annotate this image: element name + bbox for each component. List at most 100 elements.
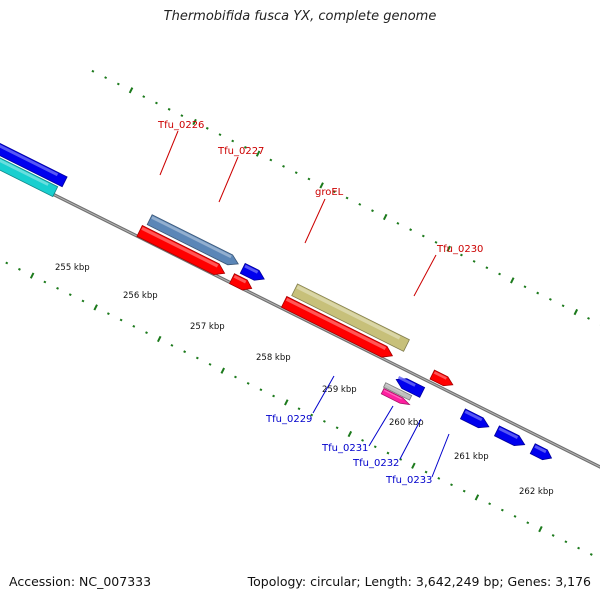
ruler-label: 259 kbp bbox=[322, 385, 357, 395]
minor-tick bbox=[119, 318, 123, 322]
minor-tick bbox=[548, 298, 552, 301]
ruler-label: 261 kbp bbox=[454, 452, 489, 462]
major-tick bbox=[220, 367, 225, 374]
gene-label-groel[interactable]: groEL bbox=[304, 187, 344, 244]
major-tick bbox=[29, 272, 35, 279]
minor-tick bbox=[460, 253, 463, 257]
feature-blue-0233[interactable] bbox=[529, 443, 553, 461]
gene-label-tfu-0231[interactable]: Tfu_0231 bbox=[321, 405, 394, 454]
minor-tick bbox=[68, 293, 72, 297]
minor-tick bbox=[577, 546, 581, 550]
svg-text:Tfu_0226: Tfu_0226 bbox=[157, 120, 204, 131]
minor-tick bbox=[358, 202, 362, 206]
feature-grey-0229[interactable] bbox=[382, 382, 413, 401]
gene-label-tfu-0229[interactable]: Tfu_0229 bbox=[265, 375, 335, 425]
feature-cyan-left[interactable] bbox=[0, 147, 59, 198]
gene-label-tfu-0233[interactable]: Tfu_0233 bbox=[385, 433, 450, 486]
feature-blue-0231[interactable] bbox=[459, 408, 490, 429]
gene-label-tfu-0227[interactable]: Tfu_0227 bbox=[217, 146, 264, 203]
svg-text:groEL: groEL bbox=[315, 187, 344, 198]
minor-tick bbox=[145, 331, 148, 335]
gene-label-tfu-0230[interactable]: Tfu_0230 bbox=[413, 244, 483, 297]
major-tick bbox=[573, 308, 579, 316]
minor-tick bbox=[434, 240, 438, 244]
minor-tick bbox=[297, 407, 301, 411]
minor-tick bbox=[91, 69, 95, 73]
ruler-label: 258 kbp bbox=[256, 353, 291, 363]
svg-text:Tfu_0231: Tfu_0231 bbox=[321, 443, 368, 454]
minor-tick bbox=[5, 261, 9, 265]
minor-tick bbox=[536, 291, 540, 295]
minor-tick bbox=[488, 502, 492, 506]
feature-blue-0229[interactable] bbox=[395, 375, 426, 398]
gene-label-tfu-0232[interactable]: Tfu_0232 bbox=[352, 418, 422, 469]
accession-text: Accession: NC_007333 bbox=[9, 574, 152, 589]
ruler-label: 260 kbp bbox=[389, 418, 424, 428]
minor-tick bbox=[450, 483, 453, 487]
backbone-line bbox=[0, 167, 600, 468]
major-tick bbox=[156, 335, 162, 343]
minor-tick bbox=[56, 286, 59, 290]
svg-text:Tfu_0229: Tfu_0229 bbox=[265, 414, 312, 425]
minor-tick bbox=[421, 234, 425, 238]
major-tick bbox=[284, 399, 289, 406]
minor-tick bbox=[81, 299, 85, 303]
major-tick bbox=[255, 150, 261, 157]
minor-tick bbox=[564, 540, 568, 544]
minor-tick bbox=[104, 76, 108, 80]
minor-tick bbox=[409, 228, 413, 232]
ruler-label: 256 kbp bbox=[123, 291, 158, 301]
major-tick bbox=[446, 245, 451, 252]
minor-tick bbox=[18, 267, 21, 271]
minor-tick bbox=[259, 388, 263, 392]
minor-tick bbox=[345, 196, 349, 200]
minor-tick bbox=[167, 107, 171, 111]
major-tick bbox=[93, 304, 98, 311]
minor-tick bbox=[294, 171, 298, 175]
backbone bbox=[0, 165, 600, 469]
major-tick bbox=[411, 462, 416, 469]
minor-tick bbox=[335, 426, 339, 430]
genome-stats-text: Topology: circular; Length: 3,642,249 bp… bbox=[247, 574, 591, 589]
minor-tick bbox=[234, 375, 237, 379]
feature-red-groel[interactable] bbox=[280, 295, 394, 358]
minor-tick bbox=[231, 139, 235, 143]
ruler-label: 262 kbp bbox=[519, 487, 554, 497]
minor-tick bbox=[587, 317, 590, 320]
minor-tick bbox=[373, 445, 377, 449]
feature-blue-0227[interactable] bbox=[239, 262, 265, 281]
minor-tick bbox=[218, 133, 222, 137]
minor-tick bbox=[424, 470, 428, 474]
minor-tick bbox=[371, 209, 374, 213]
feature-steelblue-0226[interactable] bbox=[146, 214, 239, 266]
minor-tick bbox=[43, 280, 47, 284]
feature-red-0230[interactable] bbox=[429, 369, 454, 387]
major-tick bbox=[382, 213, 388, 221]
minor-tick bbox=[116, 82, 120, 86]
minor-tick bbox=[332, 190, 336, 194]
svg-text:Tfu_0230: Tfu_0230 bbox=[436, 244, 483, 255]
minor-tick bbox=[205, 126, 209, 130]
minor-tick bbox=[500, 508, 504, 512]
minor-tick bbox=[195, 356, 199, 360]
minor-tick bbox=[498, 272, 501, 276]
ruler-label: 257 kbp bbox=[190, 322, 225, 332]
feature-pink-0229[interactable] bbox=[380, 387, 411, 406]
feature-blue-0232[interactable] bbox=[493, 425, 526, 446]
minor-tick bbox=[132, 324, 136, 328]
feature-khaki-groel[interactable] bbox=[291, 283, 410, 352]
minor-tick bbox=[183, 350, 187, 354]
ruler-label: 255 kbp bbox=[55, 263, 90, 273]
feature-red-0226[interactable] bbox=[136, 224, 226, 276]
minor-tick bbox=[485, 266, 489, 270]
major-tick bbox=[510, 277, 515, 284]
feature-red-0227[interactable] bbox=[229, 273, 253, 291]
minor-tick bbox=[282, 164, 285, 168]
gene-labels: Tfu_0226 Tfu_0227 groEL Tfu_0230 Tfu_0229 Tfu… bbox=[157, 120, 483, 486]
minor-tick bbox=[361, 439, 364, 442]
major-tick bbox=[538, 525, 543, 533]
feature-blue-left[interactable] bbox=[0, 136, 68, 188]
minor-tick bbox=[472, 259, 476, 263]
gene-label-tfu-0226[interactable]: Tfu_0226 bbox=[157, 120, 204, 176]
